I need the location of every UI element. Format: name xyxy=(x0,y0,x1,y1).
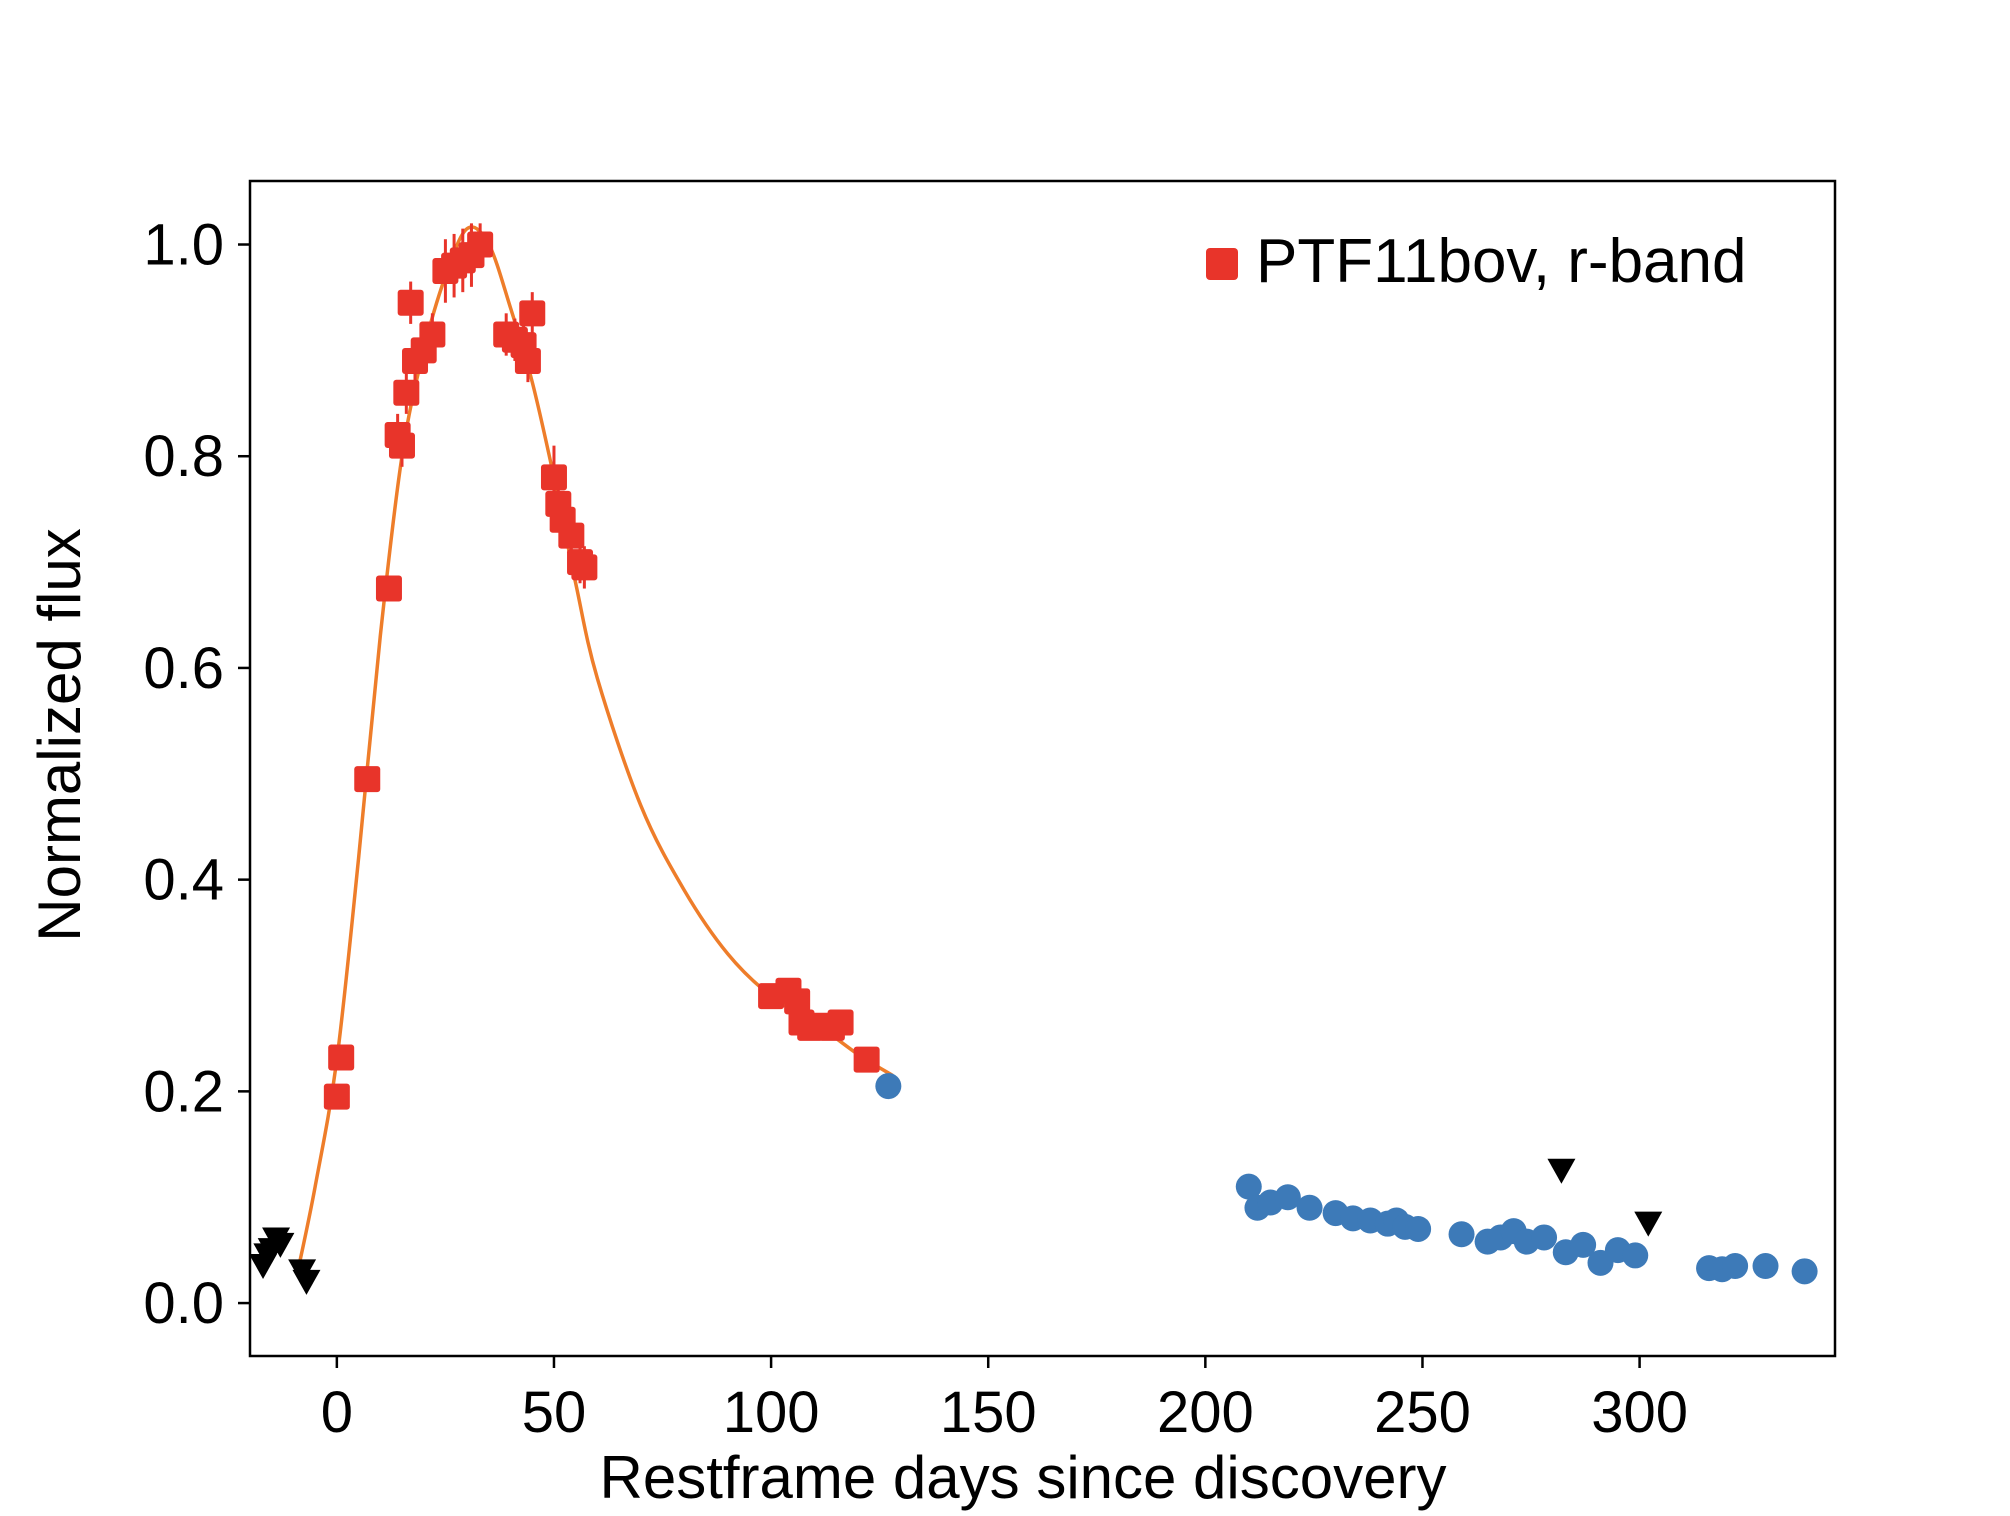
x-tick-label: 100 xyxy=(723,1380,820,1445)
late-time-point xyxy=(1722,1253,1749,1280)
late-time-point xyxy=(1235,1173,1262,1200)
legend: PTF11bov, r-band xyxy=(1206,227,1747,296)
x-tick-label: 300 xyxy=(1591,1380,1688,1445)
rband-point xyxy=(853,1046,880,1073)
upper-limit-marker xyxy=(1547,1158,1576,1184)
late-time-point xyxy=(1531,1224,1558,1251)
rband-point xyxy=(388,432,415,459)
late-time-point xyxy=(1296,1194,1323,1221)
plot-frame xyxy=(248,179,1837,1358)
y-tick-label: 1.0 xyxy=(143,213,224,278)
rband-point xyxy=(467,231,494,258)
x-tick-label: 50 xyxy=(522,1380,587,1445)
y-tick-label: 0.2 xyxy=(143,1059,224,1124)
late-time-point xyxy=(1448,1221,1475,1248)
late-time-point xyxy=(1570,1231,1597,1258)
rband-point xyxy=(397,289,424,316)
upper-limit-marker xyxy=(266,1232,295,1258)
rband-point xyxy=(519,300,546,327)
late-time-point xyxy=(1791,1258,1818,1285)
legend-label: PTF11bov, r-band xyxy=(1256,227,1747,296)
rband-point xyxy=(354,766,381,793)
y-tick-label: 0.0 xyxy=(143,1271,224,1336)
fit-layer xyxy=(296,225,894,1272)
upper-limit-marker xyxy=(1634,1211,1663,1237)
x-tick-label: 200 xyxy=(1157,1380,1254,1445)
rband-point xyxy=(514,347,541,374)
y-tick-label: 0.8 xyxy=(143,424,224,489)
fit-curve xyxy=(296,225,894,1272)
legend-marker xyxy=(1206,248,1238,280)
y-axis-label: Normalized flux xyxy=(26,528,93,941)
rband-point xyxy=(827,1009,854,1036)
rband-point xyxy=(419,321,446,348)
upper-limit-marker xyxy=(292,1269,321,1295)
x-tick-label: 0 xyxy=(321,1380,353,1445)
late-time-point xyxy=(1274,1184,1301,1211)
x-axis-label: Restframe days since discovery xyxy=(600,1444,1447,1511)
axes-layer: 0 50 100 150 200 250 300 0.0 0.2 0.4 0.6 0.8 1.0 xyxy=(143,213,1688,1445)
x-tick-label: 150 xyxy=(940,1380,1037,1445)
rband-point xyxy=(558,522,585,549)
x-tick-label: 250 xyxy=(1374,1380,1471,1445)
rband-point xyxy=(784,988,811,1015)
rband-point xyxy=(328,1044,355,1071)
marks-layer xyxy=(249,223,1818,1295)
late-time-point xyxy=(1405,1215,1432,1242)
rband-point xyxy=(323,1083,350,1110)
late-time-point xyxy=(1752,1253,1779,1280)
late-time-point xyxy=(875,1073,902,1100)
rband-point xyxy=(393,379,420,406)
y-tick-label: 0.6 xyxy=(143,636,224,701)
late-time-point xyxy=(1622,1242,1649,1269)
y-tick-label: 0.4 xyxy=(143,848,224,913)
rband-point xyxy=(375,575,402,602)
rband-point xyxy=(540,464,567,491)
rband-point xyxy=(571,554,598,581)
